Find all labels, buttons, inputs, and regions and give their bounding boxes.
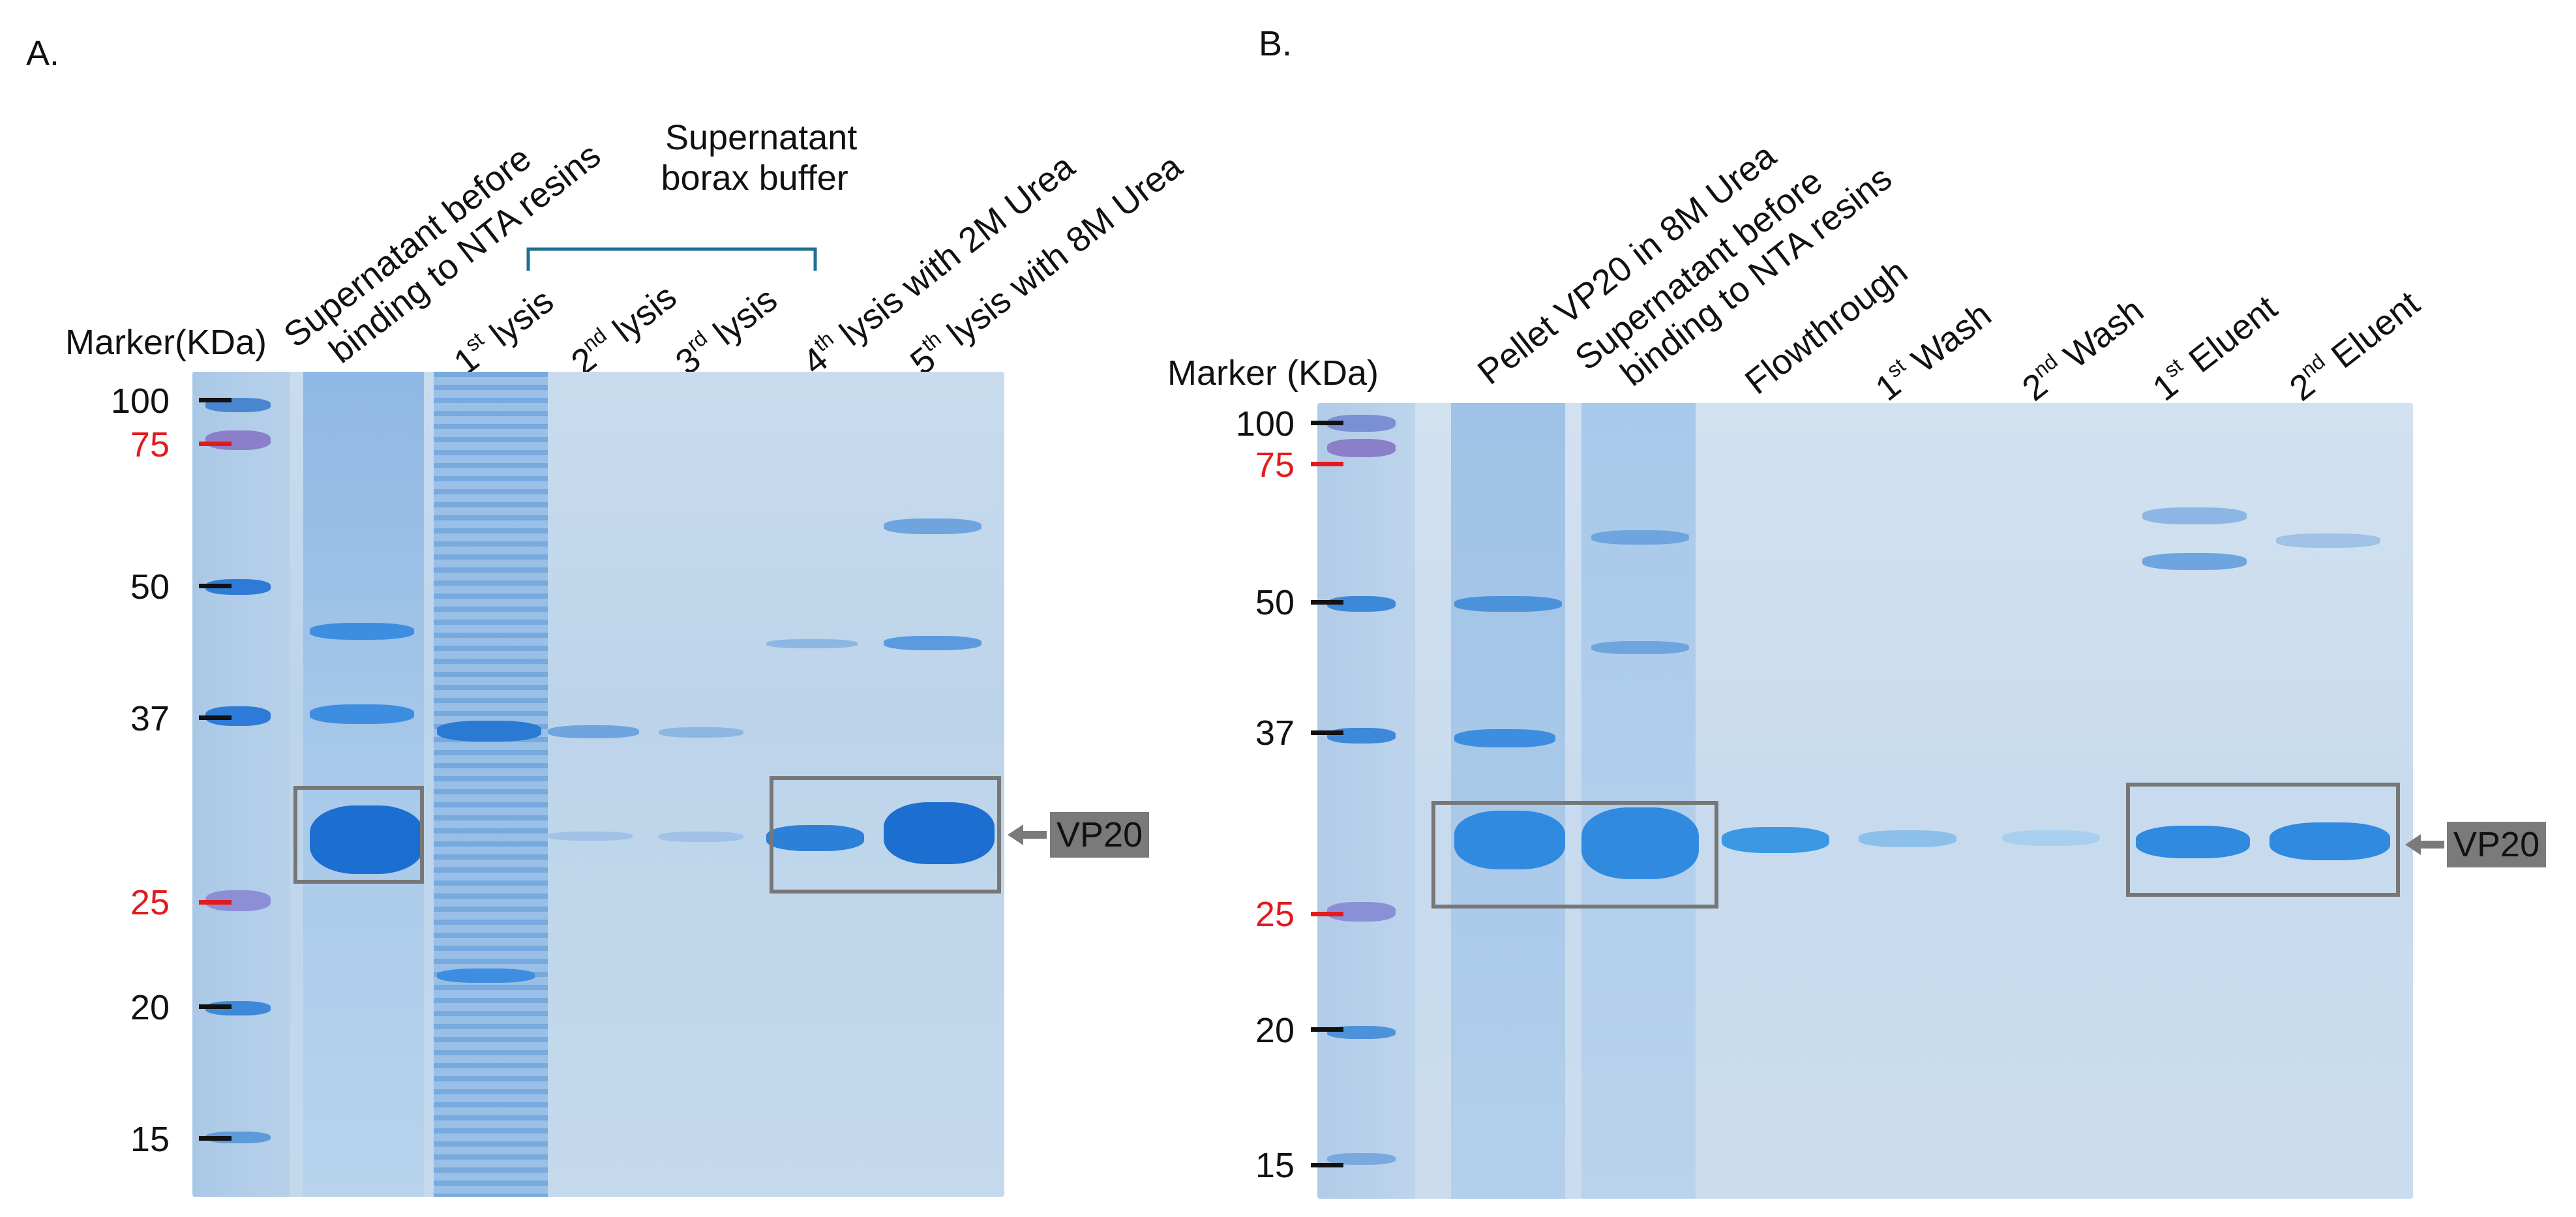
panel-a-mw-20: 20	[130, 988, 170, 1027]
panel-a-bracket	[526, 247, 817, 271]
panel-a-box-lanes5-6	[770, 776, 1001, 894]
mw-tick	[199, 1004, 232, 1009]
band	[2142, 553, 2247, 570]
panel-b-lane-label-7: 2nd Eluent	[2282, 283, 2427, 409]
panel-a-box-lane1	[293, 786, 424, 884]
panel-a-lane-label-2: 1st lysis	[446, 281, 561, 383]
panel-b-lane-label-5: 2nd Wash	[2014, 290, 2151, 409]
panel-b-marker-title: Marker (KDa)	[1167, 353, 1379, 393]
mw-tick	[1311, 1027, 1343, 1032]
band	[1454, 811, 1565, 869]
band	[437, 969, 535, 983]
marker-band	[1327, 1026, 1396, 1039]
panel-b-lane-label-4: 1st Wash	[1868, 295, 1999, 409]
panel-a-letter: A.	[26, 34, 60, 73]
marker-band	[205, 430, 271, 450]
panel-b-mw-20: 20	[1255, 1011, 1295, 1050]
mw-tick	[199, 715, 232, 720]
mw-tick	[1311, 462, 1343, 466]
panel-b-mw-37: 37	[1255, 714, 1295, 753]
band	[310, 623, 414, 640]
band	[1454, 596, 1562, 612]
panel-b-lane-label-6: 1st Eluent	[2145, 288, 2284, 409]
band	[548, 725, 639, 738]
band	[1454, 729, 1555, 747]
band	[1591, 530, 1689, 545]
panel-a-mw-25: 25	[130, 883, 170, 922]
panel-a-lane-1	[303, 372, 424, 1197]
band	[884, 518, 981, 534]
band	[1581, 807, 1699, 879]
band	[2142, 507, 2247, 524]
panel-b-arrow-icon	[2405, 834, 2444, 855]
panel-a-marker-title: Marker(KDa)	[65, 323, 267, 362]
panel-b-mw-15: 15	[1255, 1146, 1295, 1185]
marker-band	[1327, 439, 1396, 457]
band	[2269, 822, 2390, 860]
band	[437, 721, 541, 742]
panel-b-box-lanes1-2	[1431, 801, 1718, 909]
mw-tick	[199, 584, 232, 588]
panel-a-vp20-tag: VP20	[1050, 812, 1150, 858]
band	[1859, 830, 1956, 847]
panel-b-marker-lane	[1317, 403, 1415, 1199]
band	[2002, 830, 2100, 846]
panel-a-mw-37: 37	[130, 699, 170, 738]
band	[1722, 827, 1829, 853]
panel-a-arrow-icon	[1008, 824, 1047, 845]
panel-a-gel	[192, 372, 1004, 1197]
mw-tick	[199, 1136, 232, 1141]
band	[2276, 533, 2380, 548]
band	[310, 805, 424, 874]
panel-a-mw-100: 100	[110, 382, 170, 421]
panel-a-mw-50: 50	[130, 567, 170, 607]
mw-tick	[1311, 421, 1343, 425]
panel-a-bracket-label: Supernatant borax buffer	[661, 118, 858, 198]
mw-tick	[1311, 600, 1343, 605]
panel-b-mw-25: 25	[1255, 895, 1295, 934]
mw-tick	[1311, 1163, 1343, 1167]
mw-tick	[1311, 912, 1343, 916]
band	[310, 704, 414, 724]
band	[548, 832, 633, 841]
panel-a-lane-label-3: 2nd lysis	[563, 277, 684, 383]
panel-a-lane-2	[434, 372, 548, 1197]
band	[766, 639, 858, 648]
panel-a-marker-lane	[192, 372, 290, 1197]
panel-a-lane-label-4: 3rd lysis	[668, 279, 785, 383]
band	[884, 636, 981, 650]
band	[766, 825, 864, 851]
mw-tick	[199, 442, 232, 446]
panel-b-vp20-tag: VP20	[2447, 822, 2547, 867]
mw-tick	[199, 900, 232, 905]
panel-a-mw-75: 75	[130, 425, 170, 464]
panel-b-mw-75: 75	[1255, 445, 1295, 485]
panel-b-mw-100: 100	[1235, 404, 1295, 443]
panel-b-mw-50: 50	[1255, 583, 1295, 622]
marker-band	[1327, 1153, 1396, 1165]
panel-b-box-lanes6-7	[2126, 783, 2400, 897]
mw-tick	[199, 398, 232, 402]
band	[659, 832, 743, 842]
band	[2136, 826, 2250, 858]
band	[1591, 641, 1689, 654]
mw-tick	[1311, 730, 1343, 735]
band	[659, 727, 743, 738]
panel-b-letter: B.	[1259, 24, 1293, 63]
band	[884, 802, 995, 864]
panel-a-mw-15: 15	[130, 1120, 170, 1159]
